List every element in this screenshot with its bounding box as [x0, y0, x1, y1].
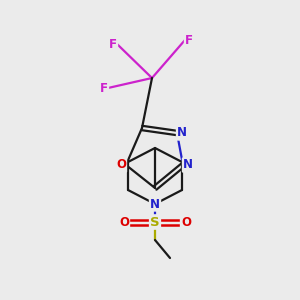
Text: F: F: [109, 38, 117, 50]
Text: O: O: [116, 158, 126, 172]
Text: O: O: [119, 215, 129, 229]
Text: F: F: [100, 82, 108, 94]
Text: S: S: [150, 215, 160, 229]
Text: O: O: [181, 215, 191, 229]
Text: F: F: [185, 34, 193, 46]
Text: N: N: [177, 127, 187, 140]
Text: N: N: [183, 158, 193, 172]
Text: N: N: [150, 197, 160, 211]
